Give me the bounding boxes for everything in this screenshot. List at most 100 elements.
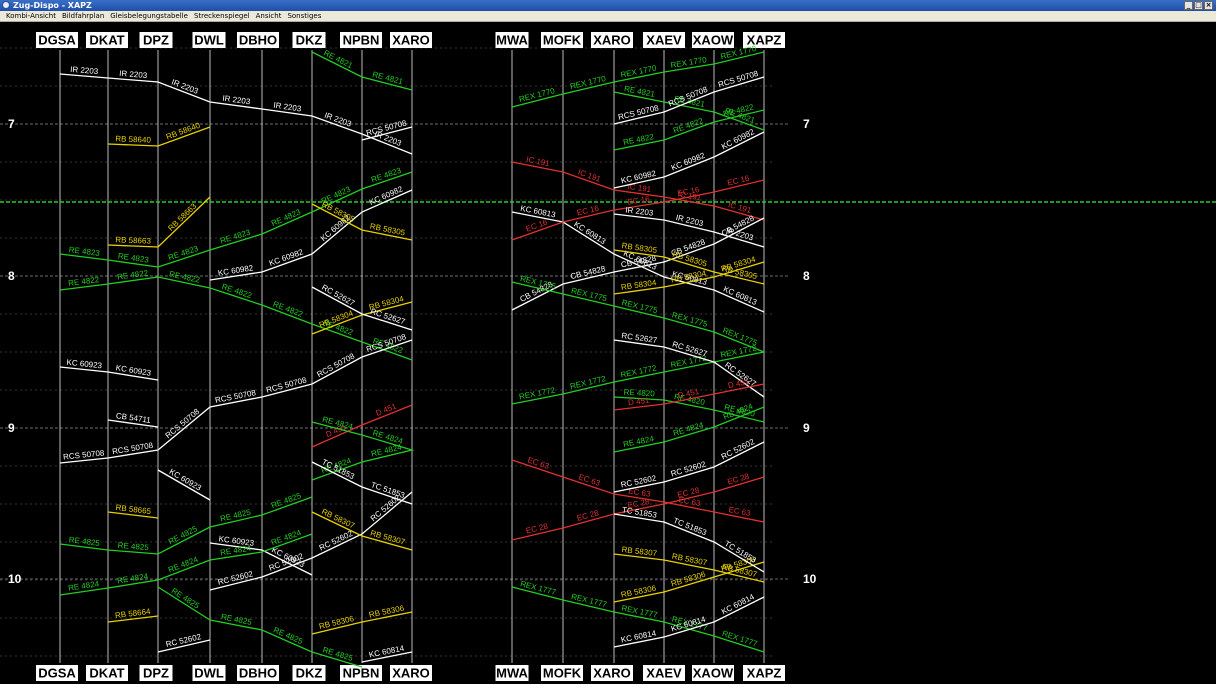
train-label: RB 58664: [114, 607, 151, 620]
train-label: IR 2203: [273, 101, 303, 114]
station-header-label: DKZ: [296, 33, 323, 48]
train-label: RC 52602: [670, 459, 708, 478]
train-label: RE 4825: [270, 491, 303, 510]
train-path: [511, 459, 765, 523]
menu-item-streckenspiegel[interactable]: Streckenspiegel: [193, 12, 250, 20]
train-label: RE 4823: [167, 244, 200, 262]
train-path: [511, 476, 765, 541]
train-path: [311, 404, 413, 448]
train-path: [59, 73, 413, 155]
train-path: [613, 396, 765, 423]
menu-item-kombi-ansicht[interactable]: Kombi-Ansicht: [6, 12, 56, 20]
train-path: [107, 419, 159, 428]
station-footer-label: DBHO: [239, 666, 277, 681]
train-label: RE 4824: [270, 528, 303, 547]
train-label: EC 16: [677, 185, 701, 198]
train-path: [613, 213, 765, 248]
timetable-graph[interactable]: 7 7 8 8 9 9 10 10 DGSA DGSA DKAT DKAT DPZ DPZ DWL DWL DB…: [0, 22, 1216, 684]
train-label: RE 4825: [117, 541, 149, 553]
train-label: D 451: [628, 396, 651, 408]
train-label: RE 4823: [117, 251, 150, 264]
minimize-button[interactable]: _: [1184, 1, 1193, 10]
train-path: [59, 339, 413, 464]
train-path: [59, 496, 313, 555]
train-path: [613, 91, 765, 131]
menu-item-ansicht[interactable]: Ansicht: [255, 12, 282, 20]
hour-label-left: 9: [8, 421, 15, 435]
station-header: [743, 32, 785, 48]
train-label: IR 2203: [625, 205, 654, 217]
train-path: [311, 611, 413, 635]
station-header: [86, 32, 128, 48]
app-icon: [2, 1, 10, 9]
menu-item-gleisbelegungstabelle[interactable]: Gleisbelegungstabelle: [110, 12, 188, 20]
station-header: [292, 32, 326, 48]
station-footer: [192, 665, 226, 681]
train-label: REX 1777: [519, 579, 557, 597]
train-path: [311, 286, 413, 331]
train-path: [613, 261, 765, 295]
train-path: [157, 469, 211, 501]
timetable-canvas[interactable]: 7 7 8 8 9 9 10 10 DGSA DGSA DKAT DKAT DPZ DPZ DWL DWL DB…: [0, 22, 1216, 684]
train-path: [59, 366, 159, 381]
train-label: KC 60813: [572, 220, 607, 247]
train-label: REX 1775: [671, 310, 709, 329]
station-header: [340, 32, 382, 48]
train-path: [361, 651, 413, 663]
train-label: RE 4820: [623, 388, 655, 399]
station-footer: [743, 665, 785, 681]
title-bar: Zug-Dispo - XAPZ _ □ ×: [0, 0, 1216, 11]
train-label: RE 4822: [272, 299, 305, 319]
train-path: [311, 511, 413, 551]
train-label: EC 63: [728, 505, 752, 518]
hour-label-right: 7: [803, 117, 810, 131]
train-label: RC 52602: [369, 493, 403, 523]
train-label: IC 191: [677, 190, 702, 203]
station-header: [390, 32, 432, 48]
train-path: [613, 441, 765, 493]
train-path: [209, 542, 313, 576]
train-label: RE 4824: [68, 579, 101, 592]
train-label: RC 52627: [320, 283, 356, 308]
maximize-button[interactable]: □: [1194, 1, 1203, 10]
train-path: [613, 596, 765, 648]
train-label: RCS 50708: [265, 375, 308, 394]
menu-item-bildfahrplan[interactable]: Bildfahrplan: [61, 12, 105, 20]
train-label: RE 4822: [221, 282, 254, 300]
station-footer: [340, 665, 382, 681]
train-label: RCS 50708: [164, 407, 202, 441]
train-path: [157, 586, 363, 668]
station-footer-label: XARO: [593, 666, 631, 681]
station-header: [36, 32, 78, 48]
train-label: RE 4823: [68, 245, 101, 258]
train-path: [59, 276, 413, 361]
train-path: [511, 179, 765, 241]
train-label: RCS 50708: [315, 351, 356, 379]
train-path: [613, 513, 765, 573]
hour-label-right: 10: [803, 572, 817, 586]
station-footer-label: XAPZ: [747, 666, 782, 681]
train-label: D 451: [727, 377, 750, 390]
station-header-label: XAOW: [693, 33, 734, 48]
station-header: [139, 32, 173, 48]
train-path: [311, 301, 413, 335]
station-header: [237, 32, 279, 48]
station-footer-label: DGSA: [38, 666, 76, 681]
close-button[interactable]: ×: [1204, 1, 1213, 10]
train-path: [613, 339, 765, 398]
station-header: [643, 32, 685, 48]
train-label: RB 58307: [369, 528, 406, 546]
menu-item-sonstiges[interactable]: Sonstiges: [287, 12, 322, 20]
station-header: [541, 32, 583, 48]
train-path: [511, 217, 765, 311]
train-label: RE 4823: [370, 166, 403, 185]
station-footer: [86, 665, 128, 681]
station-footer: [237, 665, 279, 681]
train-path: [613, 383, 765, 411]
train-label: EC 63: [678, 495, 702, 508]
train-path: [59, 171, 413, 268]
train-path: [511, 51, 765, 108]
train-path: [157, 639, 211, 653]
train-path: [361, 126, 413, 141]
train-label: KC 60982: [268, 247, 305, 268]
